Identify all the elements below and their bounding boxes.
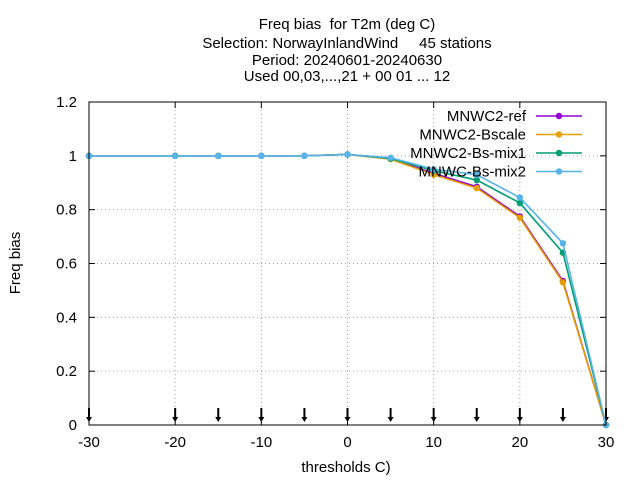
y-tick-label: 1: [69, 148, 77, 165]
data-point: [387, 154, 394, 161]
y-tick-labels: 0 0.2 0.4 0.6 0.8 1 1.2: [56, 94, 77, 434]
data-point: [344, 151, 351, 158]
series-line: [89, 153, 607, 426]
title-line-1: Freq bias for T2m (deg C): [258, 16, 436, 33]
title-line-3: Period: 20240601-20240630: [251, 52, 443, 69]
x-tick-label: -20: [164, 434, 186, 451]
x-tick-label: -30: [78, 434, 100, 451]
threshold-marker-head: [344, 417, 351, 422]
series-line: [89, 153, 607, 426]
threshold-markers: [86, 408, 609, 422]
y-tick-label: 0.4: [56, 309, 77, 326]
threshold-marker-head: [430, 417, 437, 422]
y-tick-label: 0.6: [56, 256, 77, 273]
legend-label: MNWC-Bs-mix2: [419, 164, 526, 181]
data-point: [301, 152, 308, 160]
threshold-marker-head: [215, 417, 222, 422]
grid: [89, 102, 606, 425]
threshold-marker-head: [473, 417, 480, 422]
y-tick-label: 0.8: [56, 202, 77, 219]
series-line: [89, 153, 607, 426]
x-tick-label: 30: [598, 434, 615, 451]
data-point: [258, 152, 265, 160]
series-line: [89, 153, 607, 426]
y-tick-label: 1.2: [56, 94, 77, 111]
threshold-marker-head: [172, 417, 179, 422]
data-point: [473, 171, 480, 178]
threshold-marker-head: [387, 417, 394, 422]
series-MNWC-Bs-mix2: [85, 151, 610, 429]
data-point: [215, 152, 222, 160]
data-point: [516, 199, 524, 207]
data-point: [473, 176, 480, 184]
title-line-4: Used 00,03,...,21 + 00 01 ... 12: [243, 68, 451, 85]
data-point: [516, 194, 524, 201]
data-point: [559, 240, 567, 247]
data-point: [473, 184, 480, 192]
legend-label: MNWC2-Bs-mix1: [410, 145, 526, 162]
data-point: [559, 279, 567, 286]
threshold-marker-head: [559, 417, 566, 422]
x-tick-label: 0: [343, 434, 351, 451]
x-tick-labels: -30 -20 -10 0 10 20 30: [78, 434, 614, 451]
data-point: [516, 214, 524, 221]
y-tick-label: 0.2: [56, 363, 77, 380]
legend-swatch-point: [555, 149, 563, 157]
threshold-marker-head: [258, 417, 265, 422]
legend-swatch-point: [555, 168, 563, 175]
data-point: [171, 152, 179, 160]
x-tick-label: 20: [511, 434, 528, 451]
legend-swatch-point: [555, 112, 563, 120]
series-lines: [85, 151, 610, 429]
threshold-marker-head: [516, 417, 523, 422]
x-tick-label: -10: [250, 434, 272, 451]
legend-label: MNWC2-ref: [447, 108, 527, 125]
y-axis-label: Freq bias: [7, 232, 24, 295]
x-tick-label: 10: [425, 434, 442, 451]
data-point: [430, 166, 437, 173]
legend-swatch-point: [555, 131, 563, 138]
title-line-2: Selection: NorwayInlandWind 45 stations: [202, 35, 492, 52]
legend-label: MNWC2-Bscale: [419, 127, 526, 144]
y-tick-label: 0: [69, 417, 77, 434]
plot-frame: [88, 101, 607, 426]
x-axis-label: thresholds C): [301, 459, 390, 476]
threshold-marker-head: [301, 417, 308, 422]
